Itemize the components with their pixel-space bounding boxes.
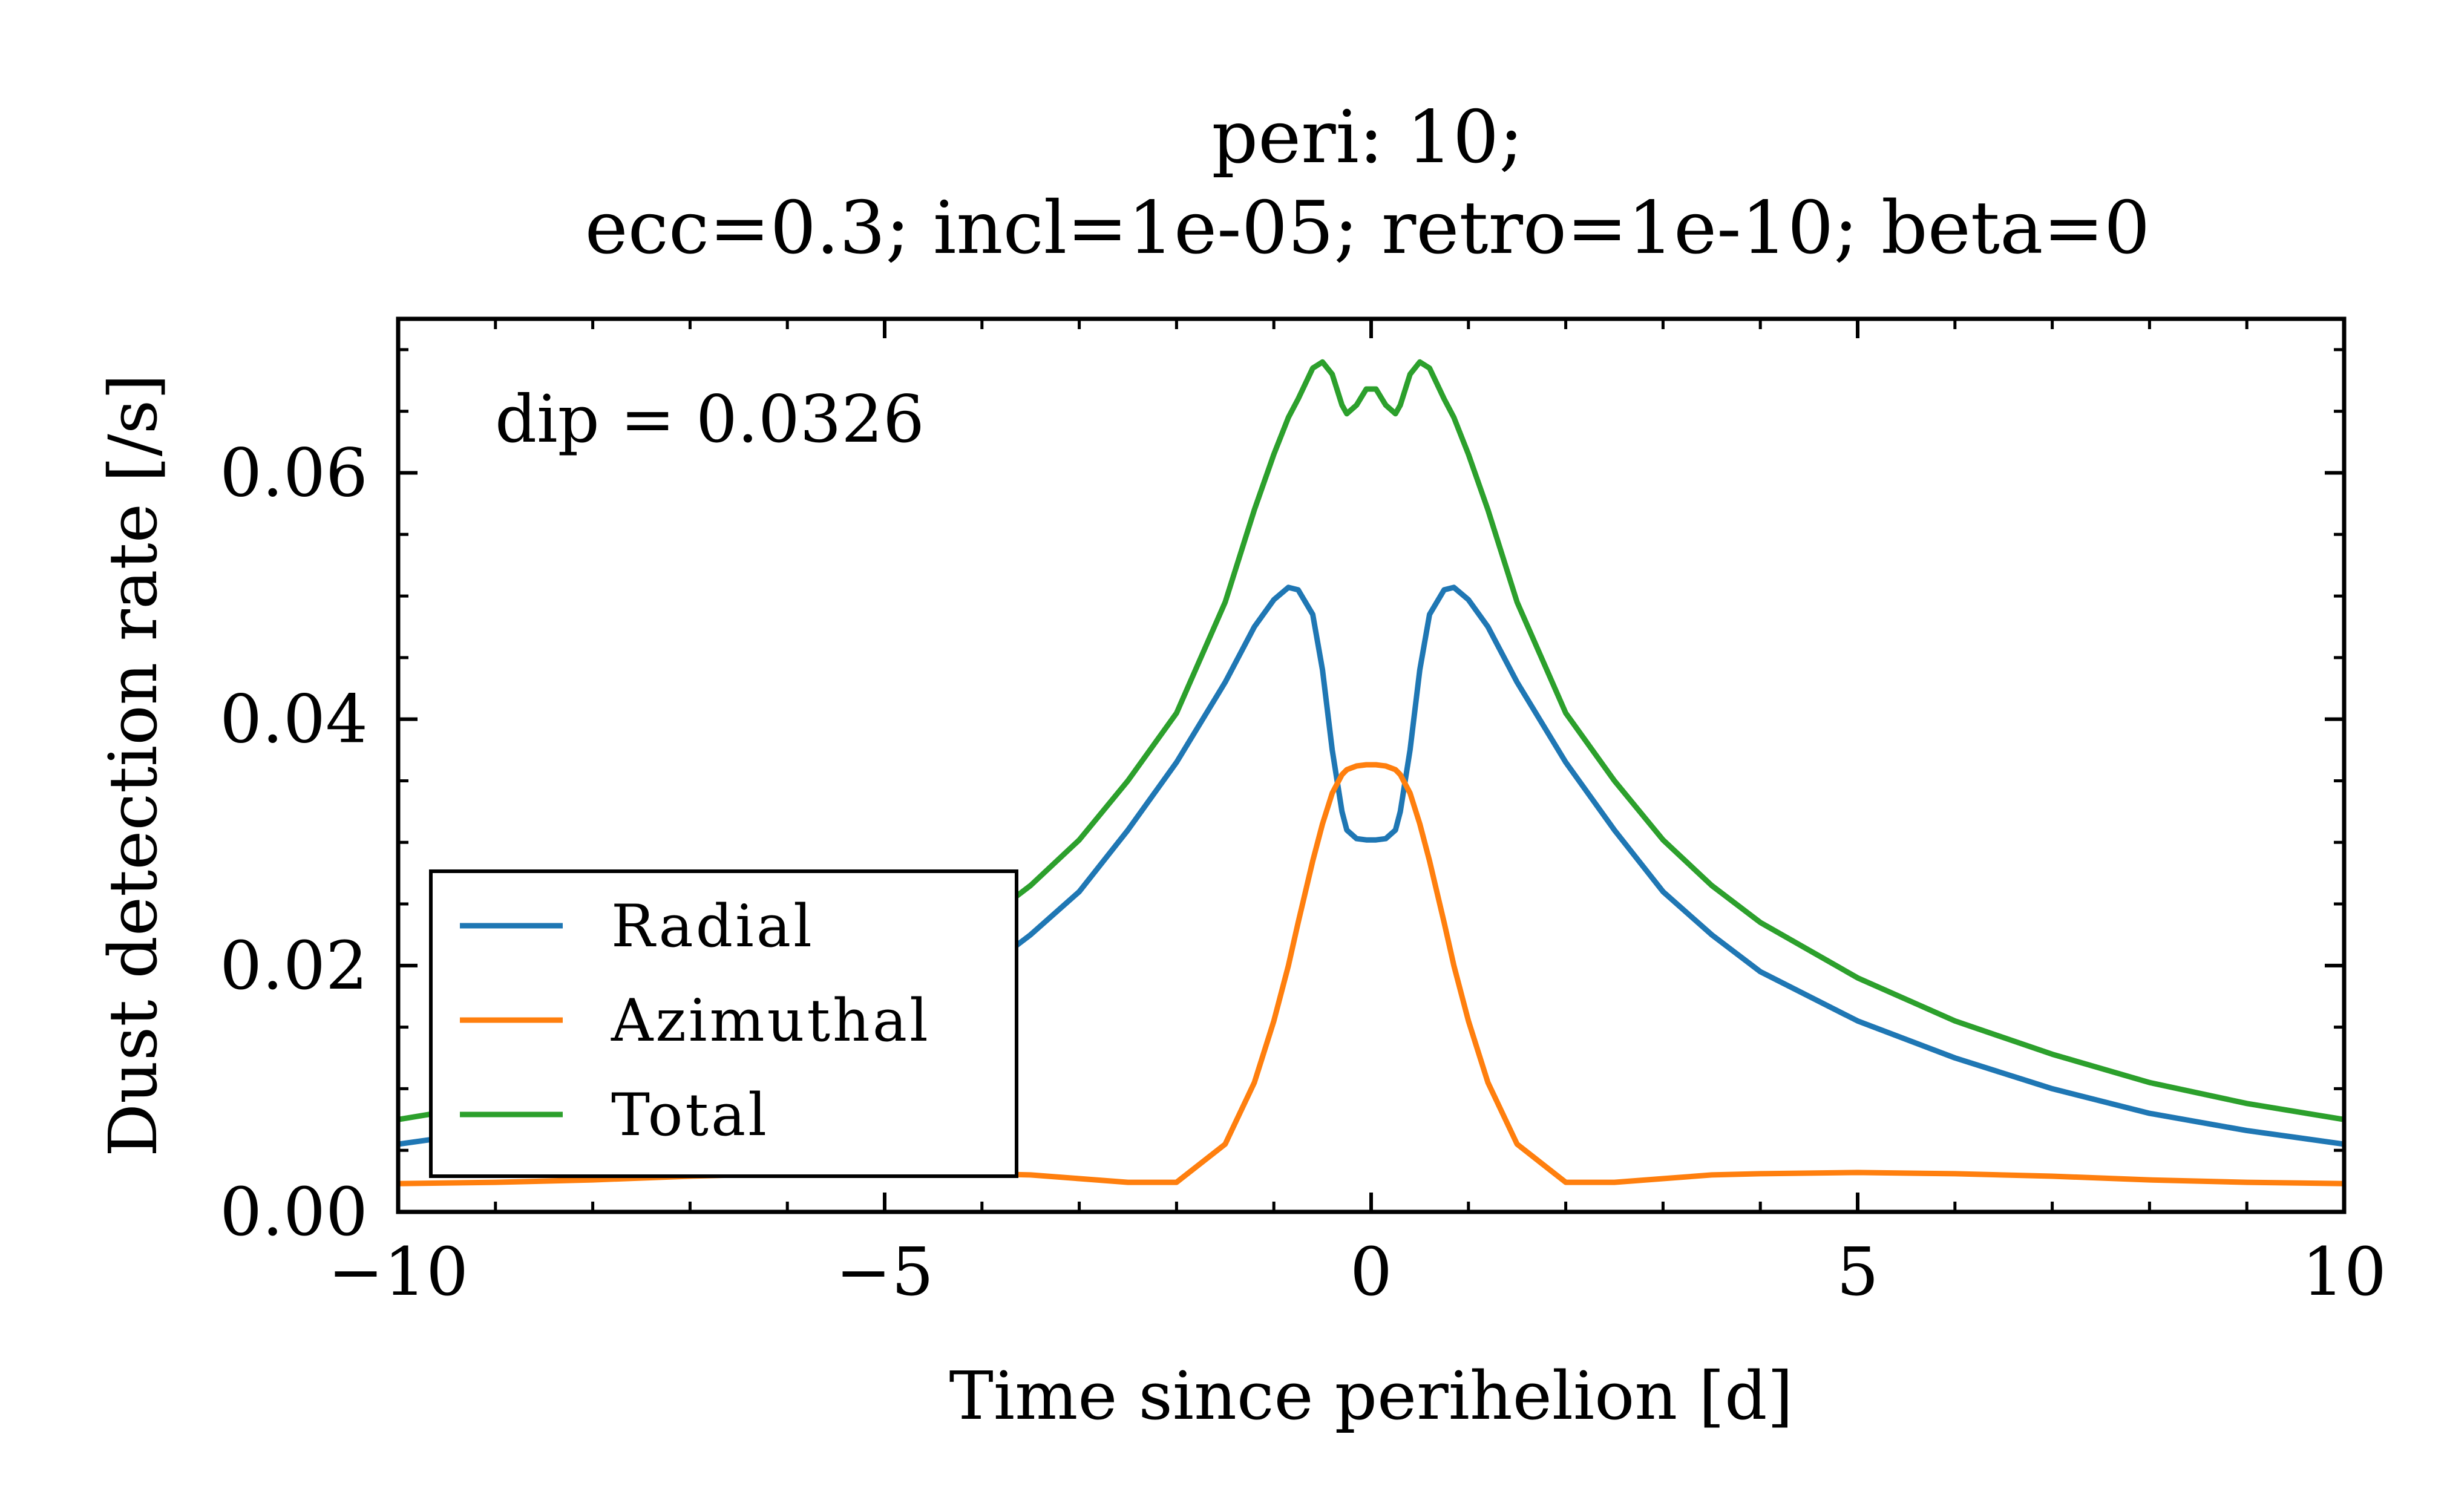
series-line-radial xyxy=(398,584,2344,1147)
series-line-total xyxy=(398,359,2344,1122)
legend-label-total: Total xyxy=(611,1081,769,1149)
legend: Radial Azimuthal Total xyxy=(429,869,1018,1178)
chart-title-line1: peri: 10; xyxy=(1211,96,1523,180)
legend-items: Radial Azimuthal Total xyxy=(460,892,931,1149)
x-tick-label: −10 xyxy=(328,1233,468,1311)
x-tick-label: −5 xyxy=(836,1233,934,1311)
y-tick-label: 0.02 xyxy=(220,927,368,1004)
y-tick-label: 0.00 xyxy=(220,1173,368,1251)
series-layer xyxy=(398,359,2344,1186)
x-tick-label: 10 xyxy=(2302,1233,2386,1311)
legend-label-azimuthal: Azimuthal xyxy=(611,987,931,1055)
y-tick-label: 0.06 xyxy=(220,434,368,511)
y-tick-label: 0.04 xyxy=(220,681,368,758)
x-tick-label: 5 xyxy=(1836,1233,1879,1311)
legend-box xyxy=(429,869,1018,1178)
legend-label-radial: Radial xyxy=(611,892,814,960)
x-tick-label: 0 xyxy=(1350,1233,1392,1311)
tick-layer: −10 −5 0 5 10 0.00 0.02 0.04 0.06 xyxy=(220,319,2386,1311)
dip-annotation: dip = 0.0326 xyxy=(495,382,925,457)
y-axis-label: Dust detection rate [/s] xyxy=(94,374,172,1157)
plot-area: −10 −5 0 5 10 0.00 0.02 0.04 0.06 xyxy=(220,316,2386,1311)
x-axis-label: Time since perihelion [d] xyxy=(949,1357,1793,1435)
chart-title-line2: ecc=0.3; incl=1e-05; retro=1e-10; beta=0 xyxy=(585,186,2151,270)
series-line-azimuthal xyxy=(398,762,2344,1186)
